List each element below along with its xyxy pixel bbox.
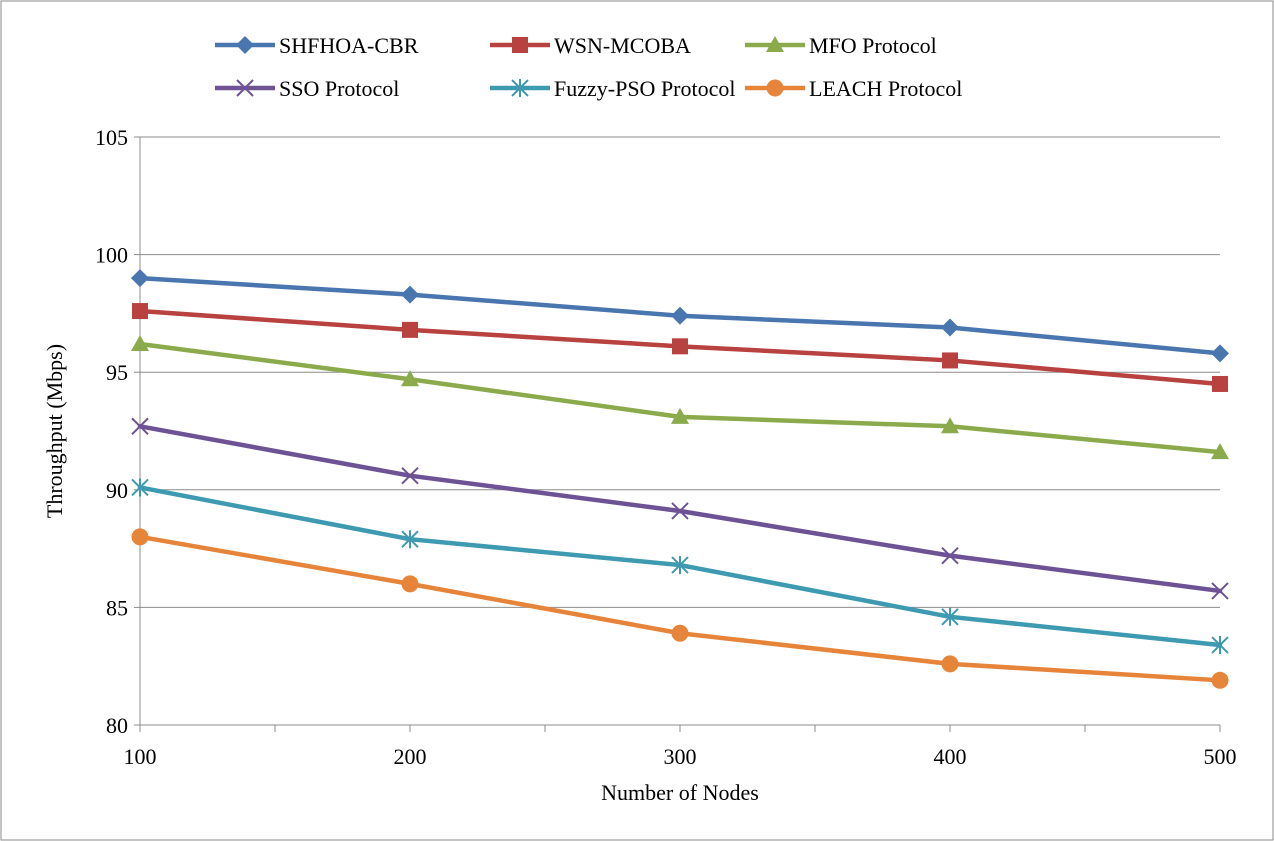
legend-marker [511, 79, 529, 97]
data-point [131, 334, 149, 351]
series-sso-protocol [131, 417, 1229, 600]
gridlines [140, 136, 1220, 608]
y-tick-label: 85 [106, 595, 128, 620]
data-point [1211, 582, 1229, 600]
data-point [401, 466, 419, 485]
x-tick-label: 100 [124, 744, 157, 769]
data-point [671, 502, 689, 520]
data-point [131, 269, 149, 288]
legend-item: MFO Protocol [745, 33, 937, 58]
data-point [131, 417, 149, 436]
data-point [941, 318, 959, 337]
data-point [131, 528, 149, 546]
y-tick-label: 100 [95, 243, 128, 268]
legend-label: MFO Protocol [809, 33, 937, 58]
y-tick-label: 95 [106, 360, 128, 385]
x-tick-label: 300 [664, 744, 697, 769]
legend-marker [766, 79, 784, 97]
data-point [1211, 636, 1229, 655]
data-point [132, 303, 148, 320]
legend-label: SSO Protocol [279, 76, 399, 101]
data-point [671, 556, 689, 575]
data-point [1212, 375, 1228, 392]
legend-item: WSN-MCOBA [490, 33, 691, 58]
legend-marker [512, 37, 528, 53]
legend: SHFHOA-CBR WSN-MCOBA MFO Protocol SSO Proto… [215, 33, 962, 101]
series-shfhoa-cbr [131, 269, 1229, 363]
series-wsn-mcoba [132, 303, 1228, 392]
y-tick-label: 90 [106, 478, 128, 503]
x-tick-label: 500 [1204, 744, 1237, 769]
y-axis-title: Throughput (Mbps) [42, 344, 67, 518]
x-tick-label: 400 [934, 744, 967, 769]
legend-label: Fuzzy-PSO Protocol [554, 76, 736, 101]
legend-marker [236, 79, 254, 97]
data-point [1211, 344, 1229, 363]
x-tick-label: 200 [394, 744, 427, 769]
axes: 80 85 90 95 100 105 100 200 300 400 500 [95, 125, 1237, 769]
data-point [941, 546, 959, 565]
data-point [671, 407, 689, 424]
y-tick-label: 80 [106, 713, 128, 738]
legend-label: LEACH Protocol [809, 76, 962, 101]
series-group [131, 269, 1229, 689]
data-point [1211, 671, 1229, 689]
legend-marker [766, 36, 784, 52]
data-point [671, 306, 689, 325]
legend-label: SHFHOA-CBR [279, 33, 419, 58]
data-point [941, 655, 959, 673]
data-point [1211, 443, 1229, 460]
data-point [672, 338, 688, 355]
data-point [401, 575, 419, 593]
x-axis-title: Number of Nodes [601, 780, 759, 805]
data-point [941, 417, 959, 434]
data-point [401, 285, 419, 304]
legend-item: SHFHOA-CBR [215, 33, 419, 58]
series-leach-protocol [131, 528, 1229, 689]
data-point [402, 321, 418, 338]
data-point [671, 624, 689, 642]
legend-item: Fuzzy-PSO Protocol [490, 76, 736, 101]
legend-item: SSO Protocol [215, 76, 399, 101]
legend-item: LEACH Protocol [745, 76, 962, 101]
legend-marker [236, 36, 254, 54]
legend-label: WSN-MCOBA [554, 33, 691, 58]
data-point [941, 607, 959, 626]
data-point [401, 370, 419, 387]
data-point [401, 530, 419, 549]
series-fuzzy-pso-protocol [131, 478, 1229, 655]
data-point [942, 352, 958, 369]
y-tick-label: 105 [95, 125, 128, 150]
series-mfo-protocol [131, 334, 1229, 460]
data-point [131, 478, 149, 497]
